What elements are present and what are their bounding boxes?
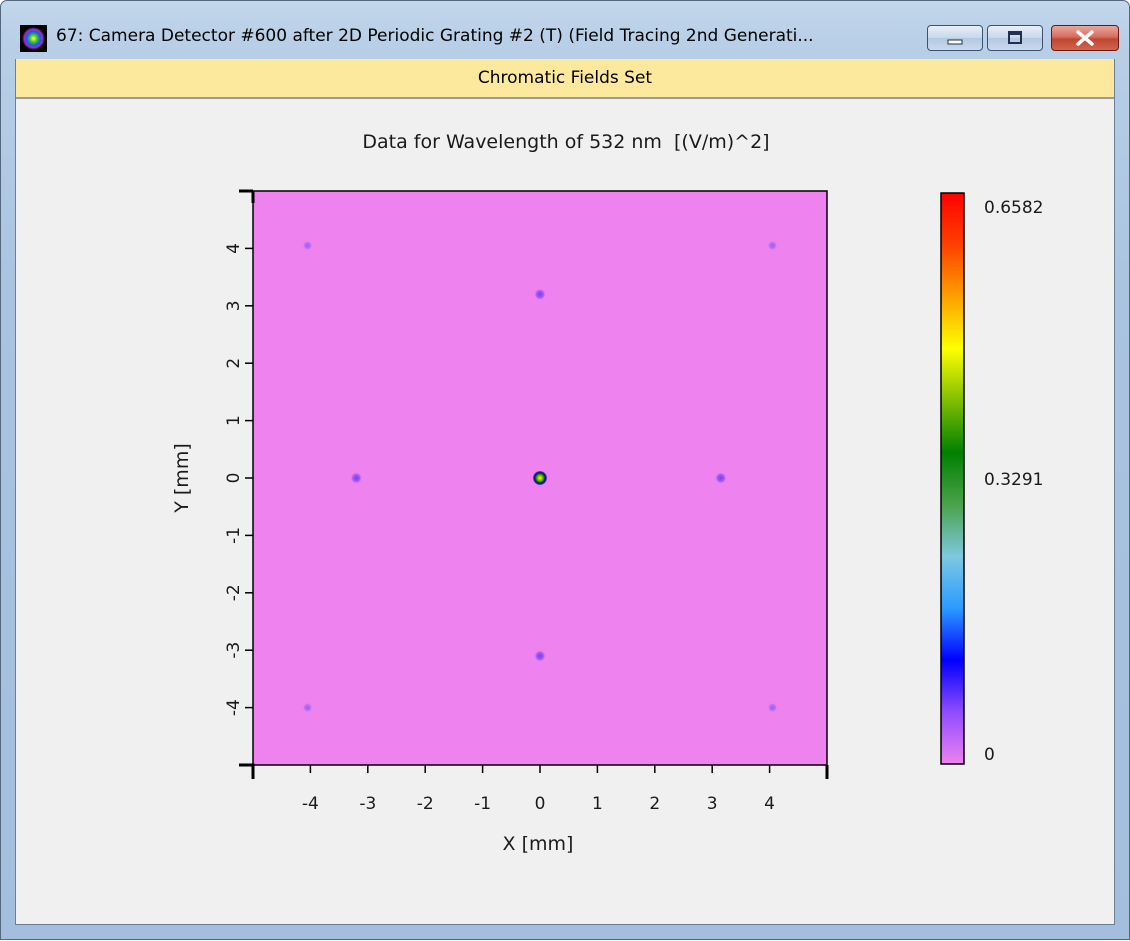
field-viewer-app-icon	[20, 25, 47, 52]
y-tick-label: -2	[224, 584, 244, 601]
y-tick-label: 1	[224, 415, 244, 426]
panel-header: Chromatic Fields Set	[16, 59, 1114, 99]
minimize-button[interactable]	[927, 25, 983, 51]
colorbar-mid-label: 0.3291	[984, 470, 1043, 490]
colorbar-max-label: 0.6582	[984, 198, 1043, 218]
window-title: 67: Camera Detector #600 after 2D Period…	[56, 26, 814, 46]
x-tick-label: -3	[359, 794, 376, 814]
x-tick-label: 1	[592, 794, 603, 814]
title-bar[interactable]: 67: Camera Detector #600 after 2D Period…	[1, 1, 1129, 59]
x-tick-label: -1	[474, 794, 491, 814]
y-axis-label: Y [mm]	[171, 443, 193, 514]
intensity-peak-5	[302, 240, 313, 251]
close-icon	[1076, 30, 1094, 46]
x-tick-label: -2	[417, 794, 434, 814]
y-tick-label: -4	[224, 699, 244, 716]
chart-title: Data for Wavelength of 532 nm [(V/m)^2]	[362, 131, 770, 153]
restore-button[interactable]	[987, 25, 1043, 51]
intensity-peak-3	[350, 472, 363, 484]
x-axis-label: X [mm]	[503, 833, 574, 855]
x-tick-label: 3	[707, 794, 718, 814]
intensity-peak-8	[767, 702, 778, 713]
close-button[interactable]	[1051, 25, 1119, 51]
x-tick-label: 0	[535, 794, 546, 814]
y-tick-label: 4	[224, 243, 244, 254]
y-tick-label: 3	[224, 300, 244, 311]
top-left-axis-mark	[239, 189, 255, 203]
intensity-peak-2	[534, 649, 546, 662]
intensity-peak-6	[767, 240, 778, 251]
x-tick-label: -4	[302, 794, 319, 814]
y-tick-label: 0	[224, 473, 244, 484]
restore-icon	[1008, 31, 1022, 44]
y-tick-label: 2	[224, 358, 244, 369]
y-tick-label: -1	[224, 527, 244, 544]
colorbar-min-label: 0	[984, 745, 995, 765]
bottom-left-axis-mark	[239, 763, 255, 779]
minimize-icon	[947, 39, 963, 45]
x-tick-label: 2	[649, 794, 660, 814]
intensity-peak-7	[302, 702, 313, 713]
y-tick-label: -3	[224, 642, 244, 659]
center-peak-ring	[533, 471, 547, 485]
intensity-peak-1	[534, 288, 546, 301]
colorbar	[940, 192, 965, 765]
intensity-peak-4	[714, 472, 727, 484]
x-tick-label: 4	[764, 794, 775, 814]
